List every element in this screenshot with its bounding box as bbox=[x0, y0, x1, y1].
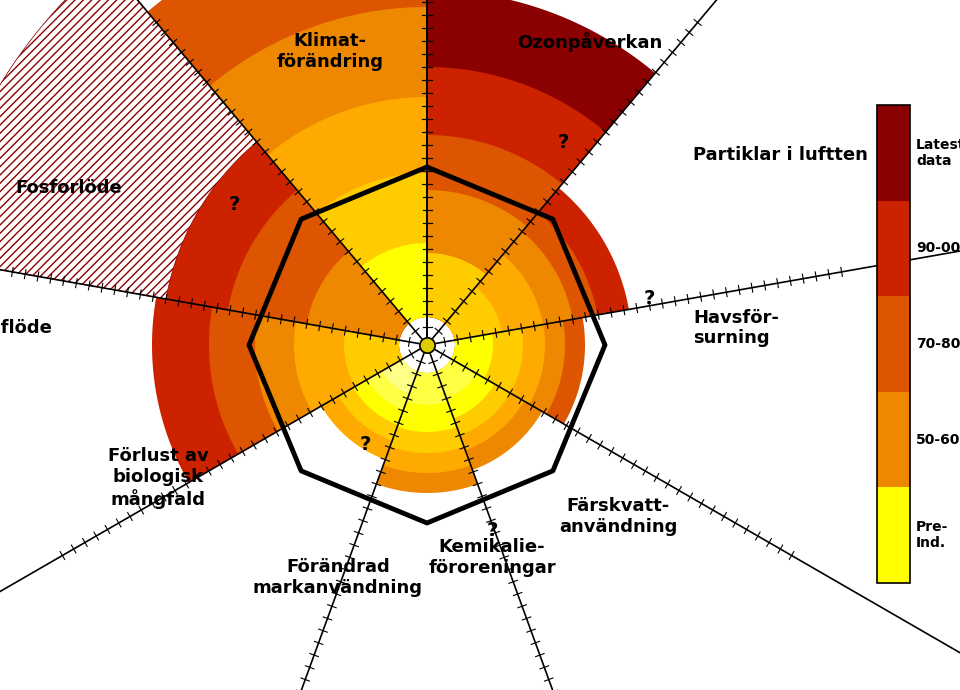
Text: 70-80: 70-80 bbox=[916, 337, 960, 351]
Polygon shape bbox=[437, 359, 524, 451]
Polygon shape bbox=[255, 315, 403, 431]
Polygon shape bbox=[437, 359, 510, 435]
Text: Kväveflöde: Kväveflöde bbox=[0, 319, 52, 337]
Polygon shape bbox=[451, 317, 585, 424]
Polygon shape bbox=[451, 321, 565, 414]
Polygon shape bbox=[209, 7, 427, 324]
Polygon shape bbox=[344, 331, 403, 386]
Bar bbox=[877, 105, 910, 201]
Bar bbox=[877, 296, 910, 392]
Polygon shape bbox=[0, 0, 409, 340]
Bar bbox=[877, 392, 910, 487]
Bar bbox=[877, 487, 910, 583]
Text: Förändrad
markanvändning: Förändrad markanvändning bbox=[253, 558, 423, 597]
Text: Partiklar i luftten: Partiklar i luftten bbox=[693, 146, 868, 164]
Polygon shape bbox=[152, 297, 403, 482]
Polygon shape bbox=[427, 253, 486, 324]
Polygon shape bbox=[451, 328, 523, 393]
Polygon shape bbox=[294, 322, 403, 411]
Bar bbox=[877, 105, 910, 583]
Polygon shape bbox=[0, 0, 256, 299]
Text: ?: ? bbox=[228, 195, 240, 213]
Polygon shape bbox=[427, 190, 527, 324]
Polygon shape bbox=[445, 287, 502, 340]
Text: ?: ? bbox=[487, 520, 497, 540]
Text: ?: ? bbox=[558, 133, 568, 152]
Text: Klimat-
förändring: Klimat- förändring bbox=[276, 32, 383, 71]
Polygon shape bbox=[148, 0, 427, 324]
Polygon shape bbox=[307, 252, 409, 340]
Text: 50-60: 50-60 bbox=[916, 433, 960, 446]
Polygon shape bbox=[445, 188, 629, 340]
Text: 90-00: 90-00 bbox=[916, 241, 960, 255]
Text: Kemikalie-
föroreningar: Kemikalie- föroreningar bbox=[428, 538, 556, 577]
Polygon shape bbox=[406, 371, 447, 405]
Polygon shape bbox=[382, 359, 418, 394]
Polygon shape bbox=[437, 359, 494, 418]
Text: Pre-
Ind.: Pre- Ind. bbox=[916, 520, 948, 551]
Text: Förlust av
biologisk
mångfald: Förlust av biologisk mångfald bbox=[108, 447, 208, 509]
Polygon shape bbox=[445, 255, 543, 340]
Polygon shape bbox=[361, 243, 427, 324]
Polygon shape bbox=[397, 371, 457, 432]
Polygon shape bbox=[445, 213, 597, 340]
Polygon shape bbox=[353, 359, 418, 425]
Polygon shape bbox=[322, 359, 418, 460]
Bar bbox=[877, 201, 910, 296]
Polygon shape bbox=[209, 307, 403, 454]
Polygon shape bbox=[368, 359, 418, 410]
Polygon shape bbox=[317, 173, 427, 324]
Text: Ozonpåverkan: Ozonpåverkan bbox=[517, 32, 662, 52]
Polygon shape bbox=[228, 190, 409, 340]
Polygon shape bbox=[427, 67, 606, 324]
Text: Färskvatt-
användning: Färskvatt- användning bbox=[559, 497, 677, 536]
Text: ?: ? bbox=[359, 435, 371, 455]
Polygon shape bbox=[427, 135, 562, 324]
Polygon shape bbox=[383, 371, 470, 473]
Polygon shape bbox=[268, 97, 427, 324]
Polygon shape bbox=[390, 371, 464, 453]
Text: Latest
data: Latest data bbox=[916, 138, 960, 168]
Polygon shape bbox=[339, 359, 418, 441]
Polygon shape bbox=[451, 324, 545, 404]
Polygon shape bbox=[437, 359, 476, 399]
Polygon shape bbox=[427, 0, 655, 324]
Text: ?: ? bbox=[643, 288, 655, 308]
Polygon shape bbox=[451, 333, 493, 378]
Text: Fosforlöde: Fosforlöde bbox=[15, 179, 122, 197]
Text: Havsför-
surning: Havsför- surning bbox=[693, 308, 779, 347]
Polygon shape bbox=[143, 124, 409, 340]
Polygon shape bbox=[376, 371, 478, 493]
Polygon shape bbox=[445, 232, 573, 340]
Polygon shape bbox=[48, 50, 409, 340]
Polygon shape bbox=[437, 359, 542, 470]
